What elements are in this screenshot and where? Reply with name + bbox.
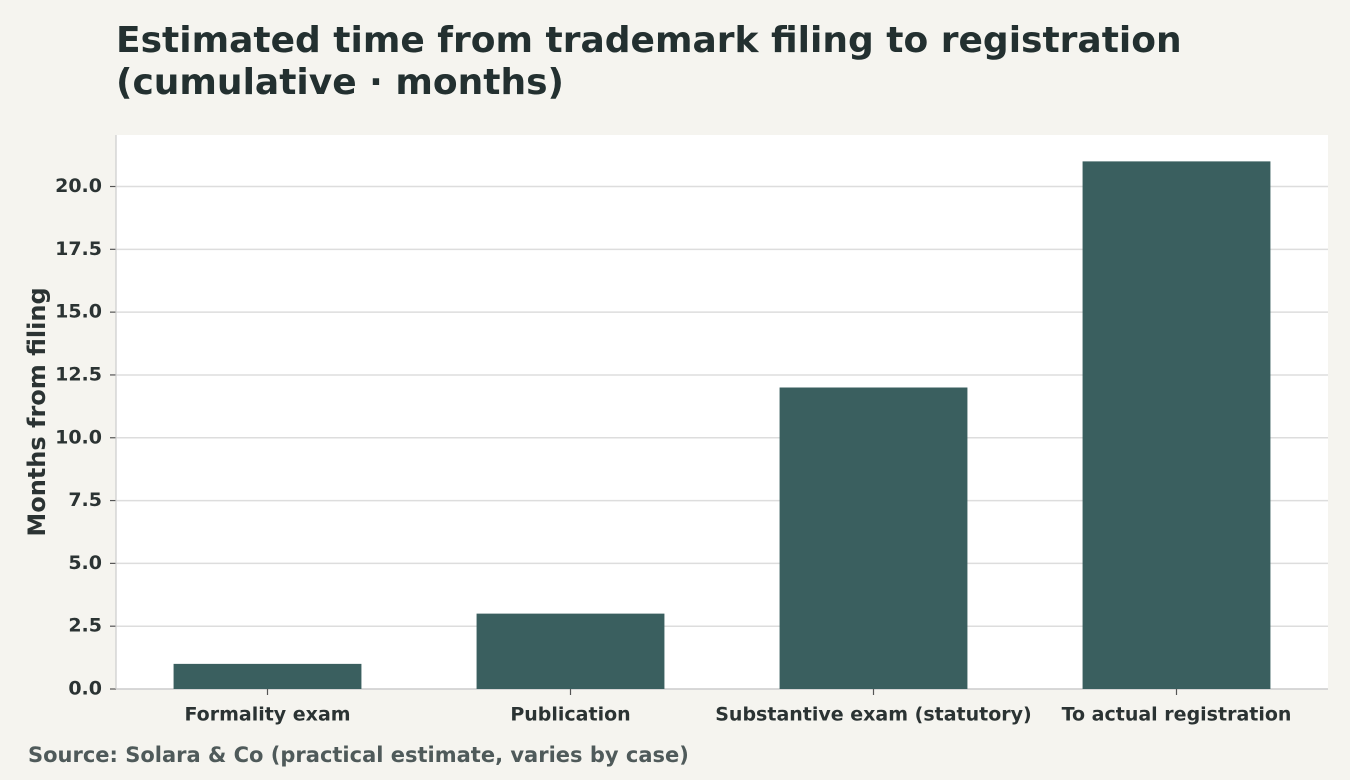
bar xyxy=(779,387,968,689)
y-tick-label: 5.0 xyxy=(68,552,102,574)
y-tick-label: 2.5 xyxy=(68,615,102,637)
y-tick-label: 12.5 xyxy=(55,363,102,385)
y-tick-label: 17.5 xyxy=(55,238,102,260)
x-tick-label: Formality exam xyxy=(184,704,350,726)
bar xyxy=(1082,161,1271,689)
bar xyxy=(476,613,665,689)
x-tick-label: Substantive exam (statutory) xyxy=(715,704,1032,726)
y-axis-label: Months from filing xyxy=(23,287,51,536)
y-tick-label: 7.5 xyxy=(68,489,102,511)
y-tick-label: 10.0 xyxy=(55,426,102,448)
y-tick-label: 20.0 xyxy=(55,175,102,197)
source: Source: Solara & Co (practical estimate,… xyxy=(28,743,689,767)
y-tick-label: 15.0 xyxy=(55,301,102,323)
chart-title: Estimated time from trademark filing to … xyxy=(116,20,1182,61)
chart-title: (cumulative · months) xyxy=(116,62,564,103)
bar xyxy=(173,663,362,689)
y-tick-label: 0.0 xyxy=(68,678,102,700)
x-tick-label: Publication xyxy=(510,704,630,726)
x-tick-label: To actual registration xyxy=(1062,704,1292,726)
